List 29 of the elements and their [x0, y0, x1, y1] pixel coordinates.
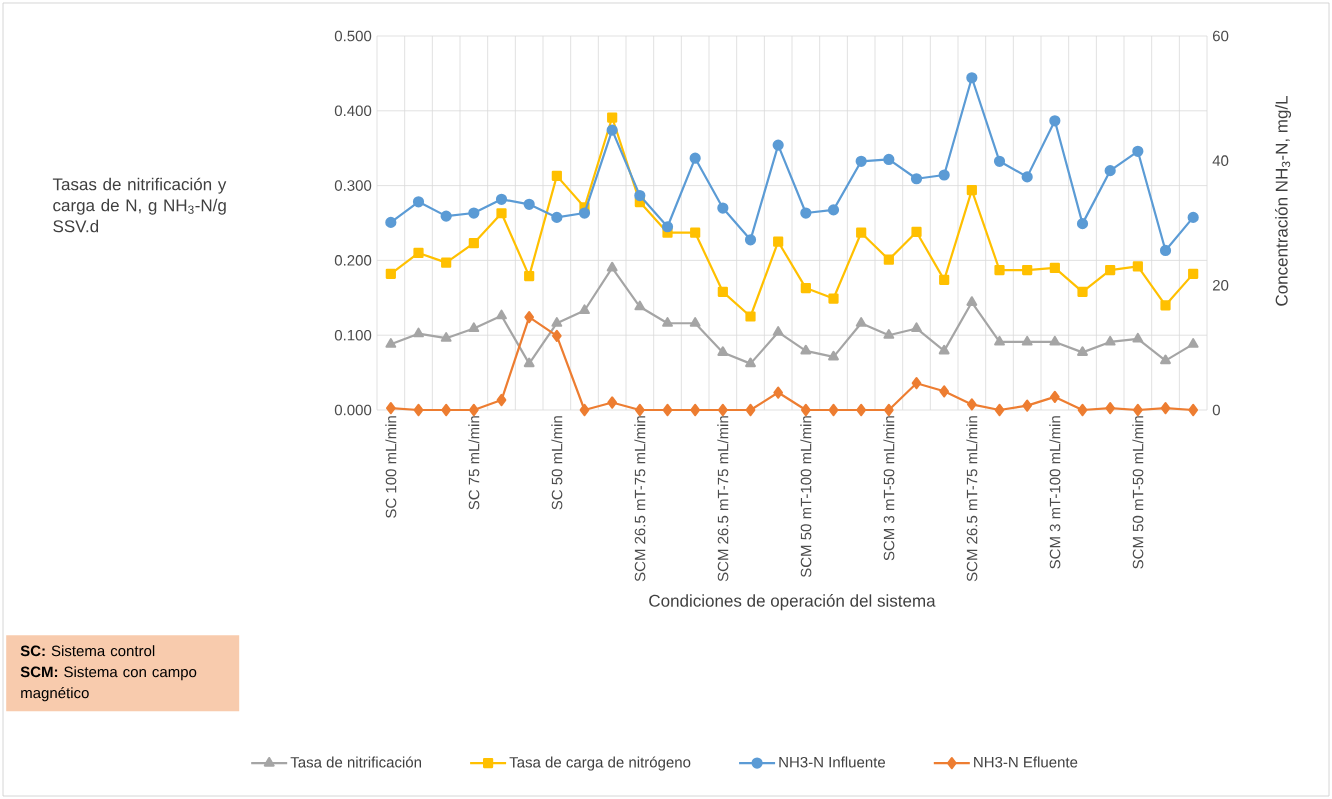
legend-label: Tasa de carga de nitrógeno [509, 756, 691, 771]
y-tick-label: 0.200 [334, 255, 372, 266]
x-tick-label: SC 50 mL/min [551, 416, 563, 510]
y-tick-label: 0.000 [334, 404, 372, 416]
y2-tick-label: 40 [1212, 155, 1229, 166]
y2-tick-label: 0 [1212, 404, 1220, 416]
text: SC: Sistema control [20, 645, 155, 657]
text: Tasas de nitrificación y carga de N, g NH$_{3}$-N/g SSV.d [52, 177, 227, 233]
x-tick-label: SCM 50 mT-100 mL/min [800, 416, 812, 578]
legend-label: NH3-N Efluente [974, 756, 1078, 768]
y-tick-label: 0.300 [334, 180, 372, 191]
legend-label: NH3-N Influente [779, 756, 886, 768]
x-tick-label: SCM 26.5 mT-75 mL/min [717, 416, 729, 582]
y-tick-label: 0.100 [334, 329, 372, 341]
y-tick-label: 0.400 [334, 105, 372, 117]
x-tick-label: SCM 26.5 mT-75 mL/min [966, 416, 978, 582]
y2-axis-title: Concentración NH$_{3}$-N, mg/L [1275, 95, 1292, 306]
x-tick-label: SCM 3 mT-100 mL/min [1049, 416, 1061, 569]
y2-tick-label: 60 [1212, 30, 1229, 42]
y-tick-label: 0.500 [334, 30, 372, 42]
y2-tick-label: 20 [1212, 280, 1229, 291]
x-tick-label: SC 75 mL/min [468, 416, 480, 510]
text: SCM: Sistema con campo magnético [20, 666, 197, 702]
x-tick-label: SCM 26.5 mT-75 mL/min [634, 416, 646, 582]
x-tick-label: SC 100 mL/min [385, 416, 397, 518]
x-tick-label: SCM 50 mT-50 mL/min [1132, 416, 1144, 569]
legend-label: Tasa de nitrificación [290, 756, 422, 768]
x-axis-title: Condiciones de operación del sistema [649, 594, 936, 611]
x-tick-label: SCM 3 mT-50 mL/min [883, 416, 895, 561]
